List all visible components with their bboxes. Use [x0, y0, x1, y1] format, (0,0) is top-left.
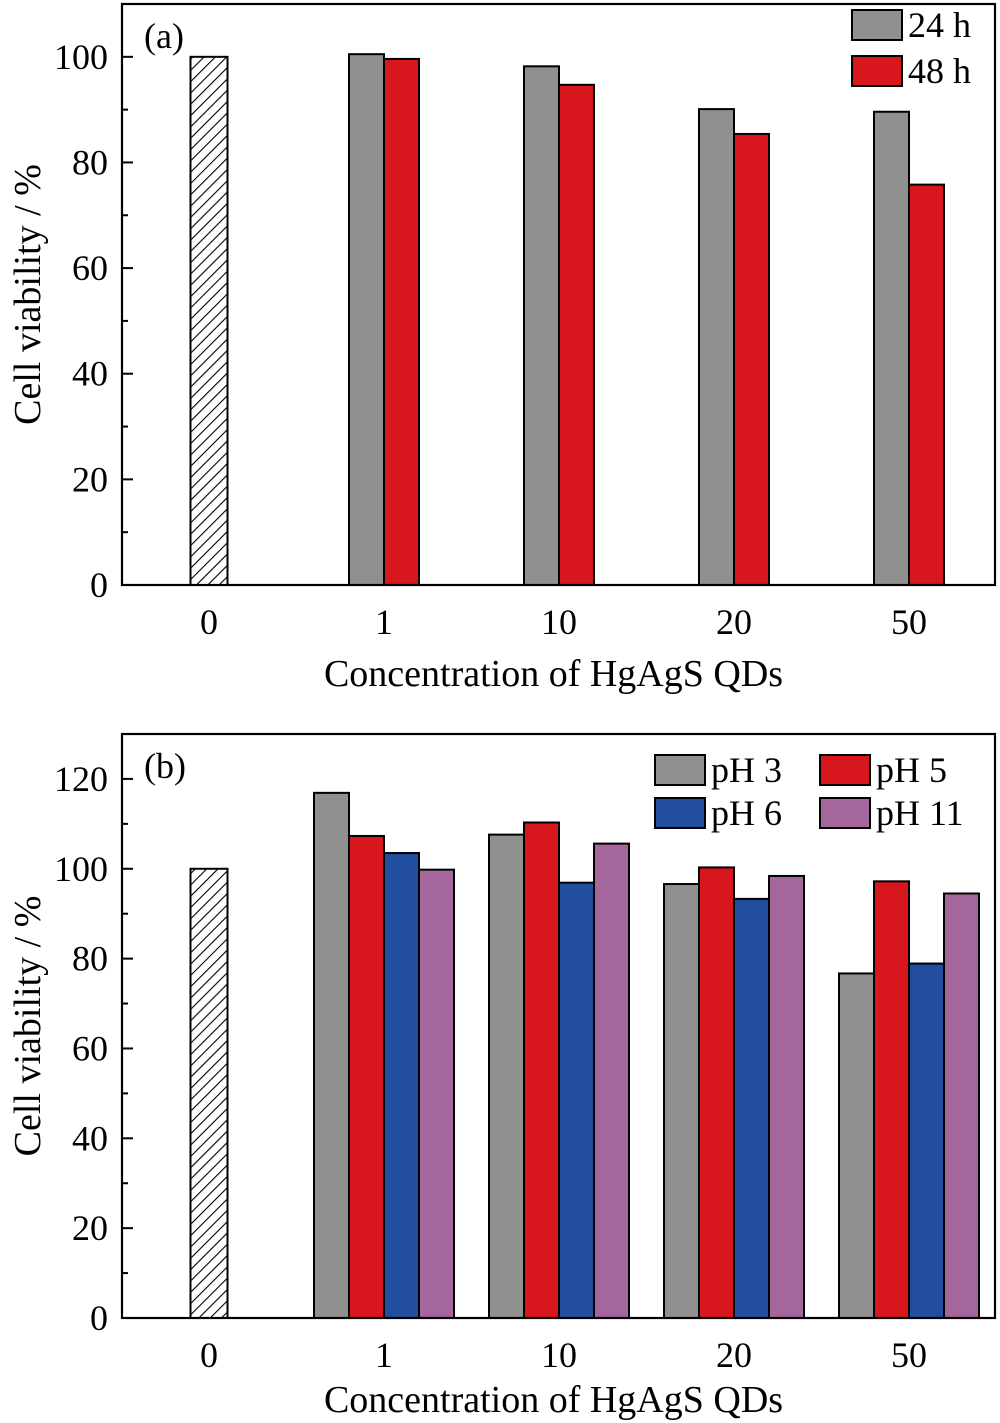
- chart-panel-a: 0 20 40 60 80 100 0 1 10 20 50 Concentration of HgA…: [7, 2, 997, 695]
- y-tick-label: 40: [72, 1118, 108, 1158]
- y-tick-label: 60: [72, 1028, 108, 1068]
- x-tick-label: 20: [716, 1335, 752, 1375]
- x-tick-label: 1: [375, 1335, 393, 1375]
- x-tick-label: 50: [891, 602, 927, 642]
- bar-ph-5-10: [523, 821, 560, 1319]
- y-tick-label: 0: [90, 565, 108, 605]
- bar-ph-3-50: [838, 972, 875, 1319]
- legend-label: 24 h: [908, 5, 971, 45]
- bar-ph-11-20: [768, 874, 805, 1319]
- bar-48-h-20: [733, 132, 770, 586]
- legend: pH 3 pH 5 pH 6 pH 11: [654, 750, 964, 833]
- bar-ph-3-20: [663, 883, 700, 1319]
- legend-label: 48 h: [908, 51, 971, 91]
- y-tick-label: 20: [72, 459, 108, 499]
- bar-ph-5-20: [698, 866, 735, 1319]
- x-axis-title: Concentration of HgAgS QDs: [324, 653, 783, 695]
- y-tick-label: 100: [54, 37, 108, 77]
- bar-48-h-50: [908, 183, 945, 586]
- panel-label: (b): [144, 746, 186, 786]
- y-axis-title: Cell viability / %: [7, 896, 49, 1157]
- x-tick-label: 0: [200, 602, 218, 642]
- x-tick-label: 20: [716, 602, 752, 642]
- plot-frame: [120, 2, 997, 587]
- x-tick-label: 50: [891, 1335, 927, 1375]
- bar-ph-5-1: [348, 834, 385, 1320]
- bar-48-h-1: [383, 57, 420, 586]
- y-axis-title: Cell viability / %: [7, 164, 49, 425]
- y-tick-label: 120: [54, 759, 108, 799]
- legend-swatch: [819, 754, 871, 786]
- bar-48-h-10: [558, 83, 595, 586]
- bar-24-h-10: [523, 65, 560, 587]
- y-tick-label: 60: [72, 248, 108, 288]
- y-tick-label: 80: [72, 939, 108, 979]
- x-tick-label: 1: [375, 602, 393, 642]
- bar-24-h-1: [348, 53, 385, 587]
- y-tick-label: 100: [54, 849, 108, 889]
- legend-swatch: [654, 754, 706, 786]
- y-tick-label: 80: [72, 142, 108, 182]
- legend: 24 h 48 h: [851, 5, 971, 91]
- bar-control-0: [189, 867, 229, 1319]
- legend-swatch: [851, 55, 903, 87]
- y-tick-label: 20: [72, 1208, 108, 1248]
- legend-label: pH 3: [711, 750, 782, 790]
- bar-ph-6-20: [733, 897, 770, 1319]
- legend-label: pH 11: [876, 793, 964, 833]
- bar-ph-6-10: [558, 881, 595, 1319]
- bar-ph-6-1: [383, 852, 420, 1319]
- bar-ph-3-1: [313, 791, 350, 1319]
- bar-24-h-20: [698, 108, 735, 586]
- bar-ph-6-50: [908, 962, 945, 1320]
- bar-ph-5-50: [873, 880, 910, 1320]
- bar-ph-11-10: [593, 842, 630, 1319]
- bar-ph-11-50: [943, 892, 980, 1319]
- panel-label: (a): [144, 16, 184, 56]
- x-tick-label: 10: [541, 602, 577, 642]
- bar-ph-11-1: [418, 868, 455, 1319]
- x-axis-title: Concentration of HgAgS QDs: [324, 1379, 783, 1421]
- legend-swatch: [654, 797, 706, 829]
- legend-swatch: [819, 797, 871, 829]
- y-tick-label: 0: [90, 1298, 108, 1338]
- bar-control-0: [189, 55, 229, 587]
- legend-swatch: [851, 9, 903, 41]
- bar-ph-3-10: [488, 833, 525, 1319]
- chart-panel-b: 0 20 40 60 80 100 120 0 1 10 20 50 Concentration of …: [7, 732, 997, 1421]
- bar-24-h-50: [873, 110, 910, 587]
- legend-label: pH 6: [711, 793, 782, 833]
- plot-frame: [120, 732, 997, 1320]
- x-tick-label: 10: [541, 1335, 577, 1375]
- y-tick-label: 40: [72, 354, 108, 394]
- legend-label: pH 5: [876, 750, 947, 790]
- x-tick-label: 0: [200, 1335, 218, 1375]
